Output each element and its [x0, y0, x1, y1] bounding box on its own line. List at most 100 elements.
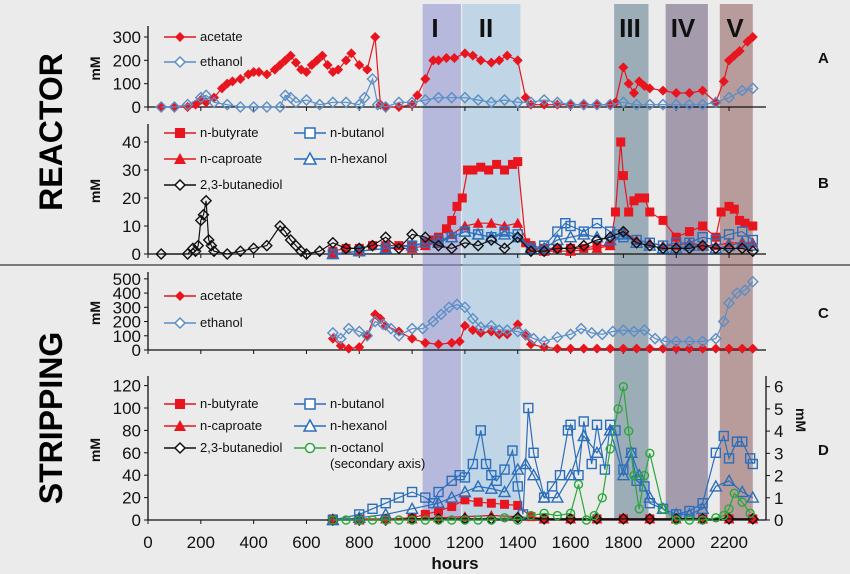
data-point — [606, 325, 619, 338]
legend-b: n-butyrate n-butanol n-caproate n-hexano… — [164, 125, 387, 192]
data-point — [697, 343, 708, 354]
data-point — [526, 512, 536, 522]
x-tick-label: 1400 — [499, 533, 537, 552]
data-point — [375, 313, 386, 324]
series-line — [161, 200, 753, 255]
data-point — [458, 236, 471, 249]
data-point — [723, 297, 736, 310]
data-point — [194, 91, 207, 104]
y-axis-title: mM — [87, 179, 103, 203]
data-point — [683, 335, 696, 348]
data-point — [639, 470, 650, 481]
data-point — [684, 343, 695, 354]
data-point — [696, 98, 709, 111]
data-point — [512, 481, 523, 492]
data-point — [475, 425, 486, 436]
y-tick-label: 20 — [122, 189, 141, 208]
data-point — [460, 495, 470, 505]
data-point — [317, 50, 328, 61]
data-point — [596, 328, 609, 341]
data-point — [618, 381, 629, 392]
data-point — [485, 234, 498, 246]
data-point — [473, 497, 483, 507]
data-point — [335, 340, 346, 351]
data-point — [419, 94, 432, 106]
data-point — [433, 55, 444, 66]
panel-label-b: B — [818, 175, 829, 192]
data-point — [658, 85, 668, 96]
data-point — [603, 423, 617, 436]
data-point — [729, 204, 739, 214]
data-point — [552, 510, 563, 521]
data-point — [420, 237, 431, 249]
data-point — [734, 46, 745, 56]
data-point — [499, 513, 510, 523]
data-point — [718, 430, 729, 442]
y-tick-label: 20 — [122, 489, 141, 508]
data-point — [221, 98, 234, 111]
data-point — [723, 512, 736, 525]
data-point — [441, 53, 452, 63]
data-point — [617, 96, 630, 109]
data-point — [524, 245, 537, 258]
data-point — [696, 335, 709, 348]
data-point — [326, 96, 339, 109]
data-point — [617, 512, 630, 525]
data-point — [370, 32, 381, 42]
data-point — [507, 159, 517, 169]
data-point — [657, 240, 669, 251]
phase-band-1 — [422, 4, 461, 520]
data-point — [353, 242, 366, 255]
y-tick-label: 0 — [132, 245, 141, 264]
data-point — [709, 96, 722, 109]
data-point — [539, 508, 549, 519]
data-point — [500, 499, 510, 509]
data-point — [639, 481, 650, 492]
data-point — [334, 332, 347, 345]
data-point — [192, 239, 205, 252]
data-point — [748, 221, 758, 231]
data-point — [458, 301, 471, 314]
data-point — [155, 101, 168, 113]
data-point — [512, 319, 523, 330]
data-point — [590, 445, 604, 458]
data-point — [605, 444, 615, 454]
legend-a: acetate ethanol — [164, 29, 243, 69]
data-point — [432, 239, 445, 252]
phase-labels: I II III IV V — [431, 13, 744, 43]
panel-label-a: A — [818, 50, 829, 67]
data-point — [682, 238, 697, 251]
data-point — [499, 220, 511, 231]
data-point — [631, 475, 642, 486]
data-point — [644, 83, 655, 94]
data-point — [683, 98, 696, 111]
data-point — [538, 94, 551, 106]
data-point — [474, 321, 487, 334]
data-point — [550, 233, 565, 246]
data-point — [458, 485, 472, 498]
data-point — [486, 57, 497, 68]
data-point — [638, 324, 651, 337]
data-point — [565, 508, 576, 519]
data-point — [472, 239, 485, 252]
data-point — [629, 470, 639, 481]
data-point — [575, 322, 588, 335]
data-point — [634, 193, 644, 203]
data-point — [301, 67, 312, 77]
data-point — [248, 67, 259, 77]
data-point — [538, 245, 551, 258]
data-point — [658, 504, 668, 514]
data-point — [554, 470, 566, 481]
data-point — [445, 242, 458, 255]
data-point — [511, 325, 524, 338]
data-point — [412, 90, 423, 101]
data-point — [659, 335, 672, 348]
data-point — [379, 241, 393, 254]
data-point — [511, 96, 524, 109]
data-point — [507, 445, 518, 456]
data-point — [618, 343, 629, 354]
data-point — [523, 402, 534, 414]
x-tick-label: 2200 — [710, 533, 748, 552]
data-point — [498, 94, 511, 106]
phase-label-1: I — [431, 13, 438, 43]
